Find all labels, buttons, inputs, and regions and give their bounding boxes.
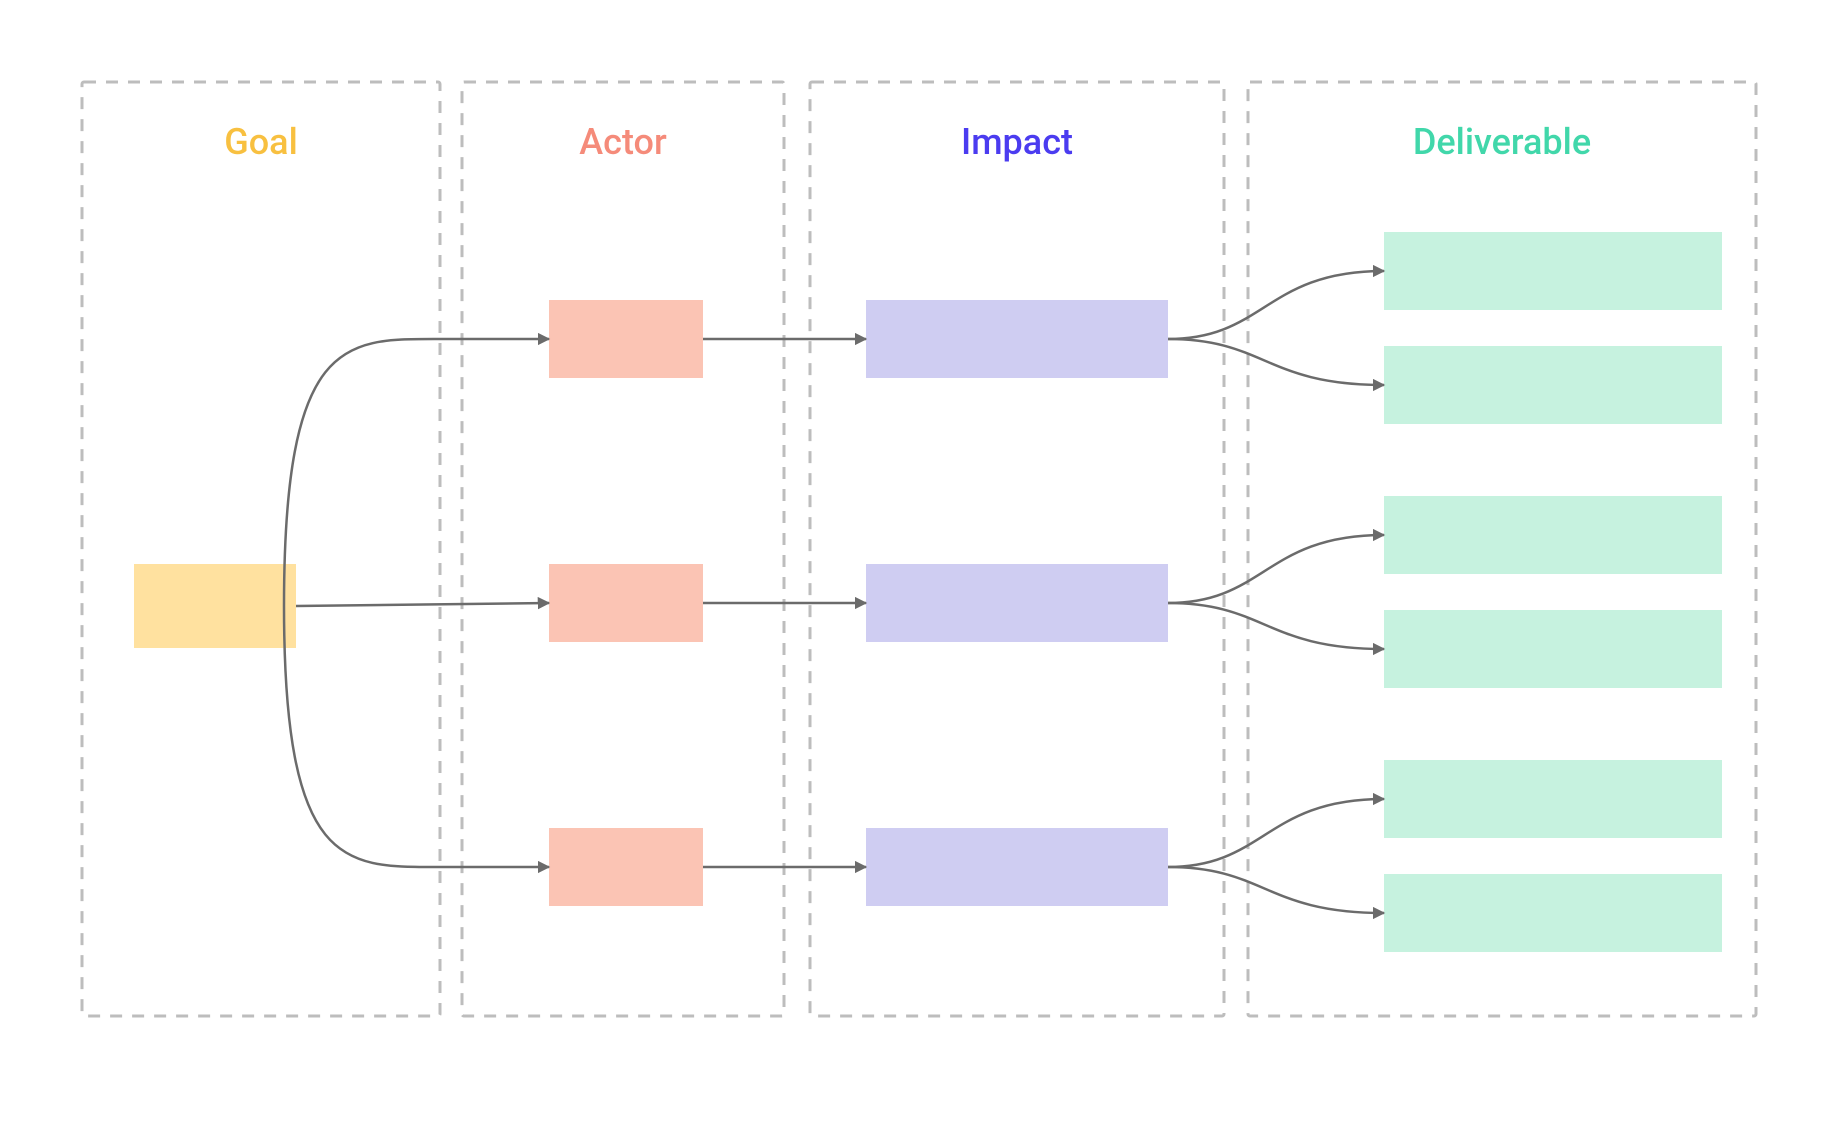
- node-deliv-3b: [1384, 874, 1722, 952]
- node-deliv-3a: [1384, 760, 1722, 838]
- column-goal: Goal: [82, 82, 440, 1016]
- edge-impact-3-to-deliv-3a: [1168, 799, 1384, 867]
- node-deliv-2a: [1384, 496, 1722, 574]
- node-impact-2: [866, 564, 1168, 642]
- edge-goal-1-to-actor-1: [284, 339, 549, 606]
- node-actor-2: [549, 564, 703, 642]
- node-actor-1: [549, 300, 703, 378]
- node-impact-3: [866, 828, 1168, 906]
- edge-goal-1-to-actor-3: [284, 606, 549, 867]
- node-deliv-2b: [1384, 610, 1722, 688]
- impact-map-diagram: Goal Actor Impact Deliverable: [0, 0, 1836, 1121]
- node-impact-1: [866, 300, 1168, 378]
- edge-impact-1-to-deliv-1b: [1168, 339, 1384, 385]
- column-label-impact: Impact: [961, 121, 1073, 163]
- edge-impact-2-to-deliv-2b: [1168, 603, 1384, 649]
- edge-impact-3-to-deliv-3b: [1168, 867, 1384, 913]
- node-deliv-1a: [1384, 232, 1722, 310]
- edge-impact-1-to-deliv-1a: [1168, 271, 1384, 339]
- edge-impact-2-to-deliv-2a: [1168, 535, 1384, 603]
- node-goal-1: [134, 564, 296, 648]
- column-label-actor: Actor: [579, 121, 667, 163]
- column-label-deliverable: Deliverable: [1413, 121, 1591, 163]
- column-label-goal: Goal: [224, 121, 298, 163]
- edge-goal-1-to-actor-2: [296, 603, 549, 606]
- node-deliv-1b: [1384, 346, 1722, 424]
- node-actor-3: [549, 828, 703, 906]
